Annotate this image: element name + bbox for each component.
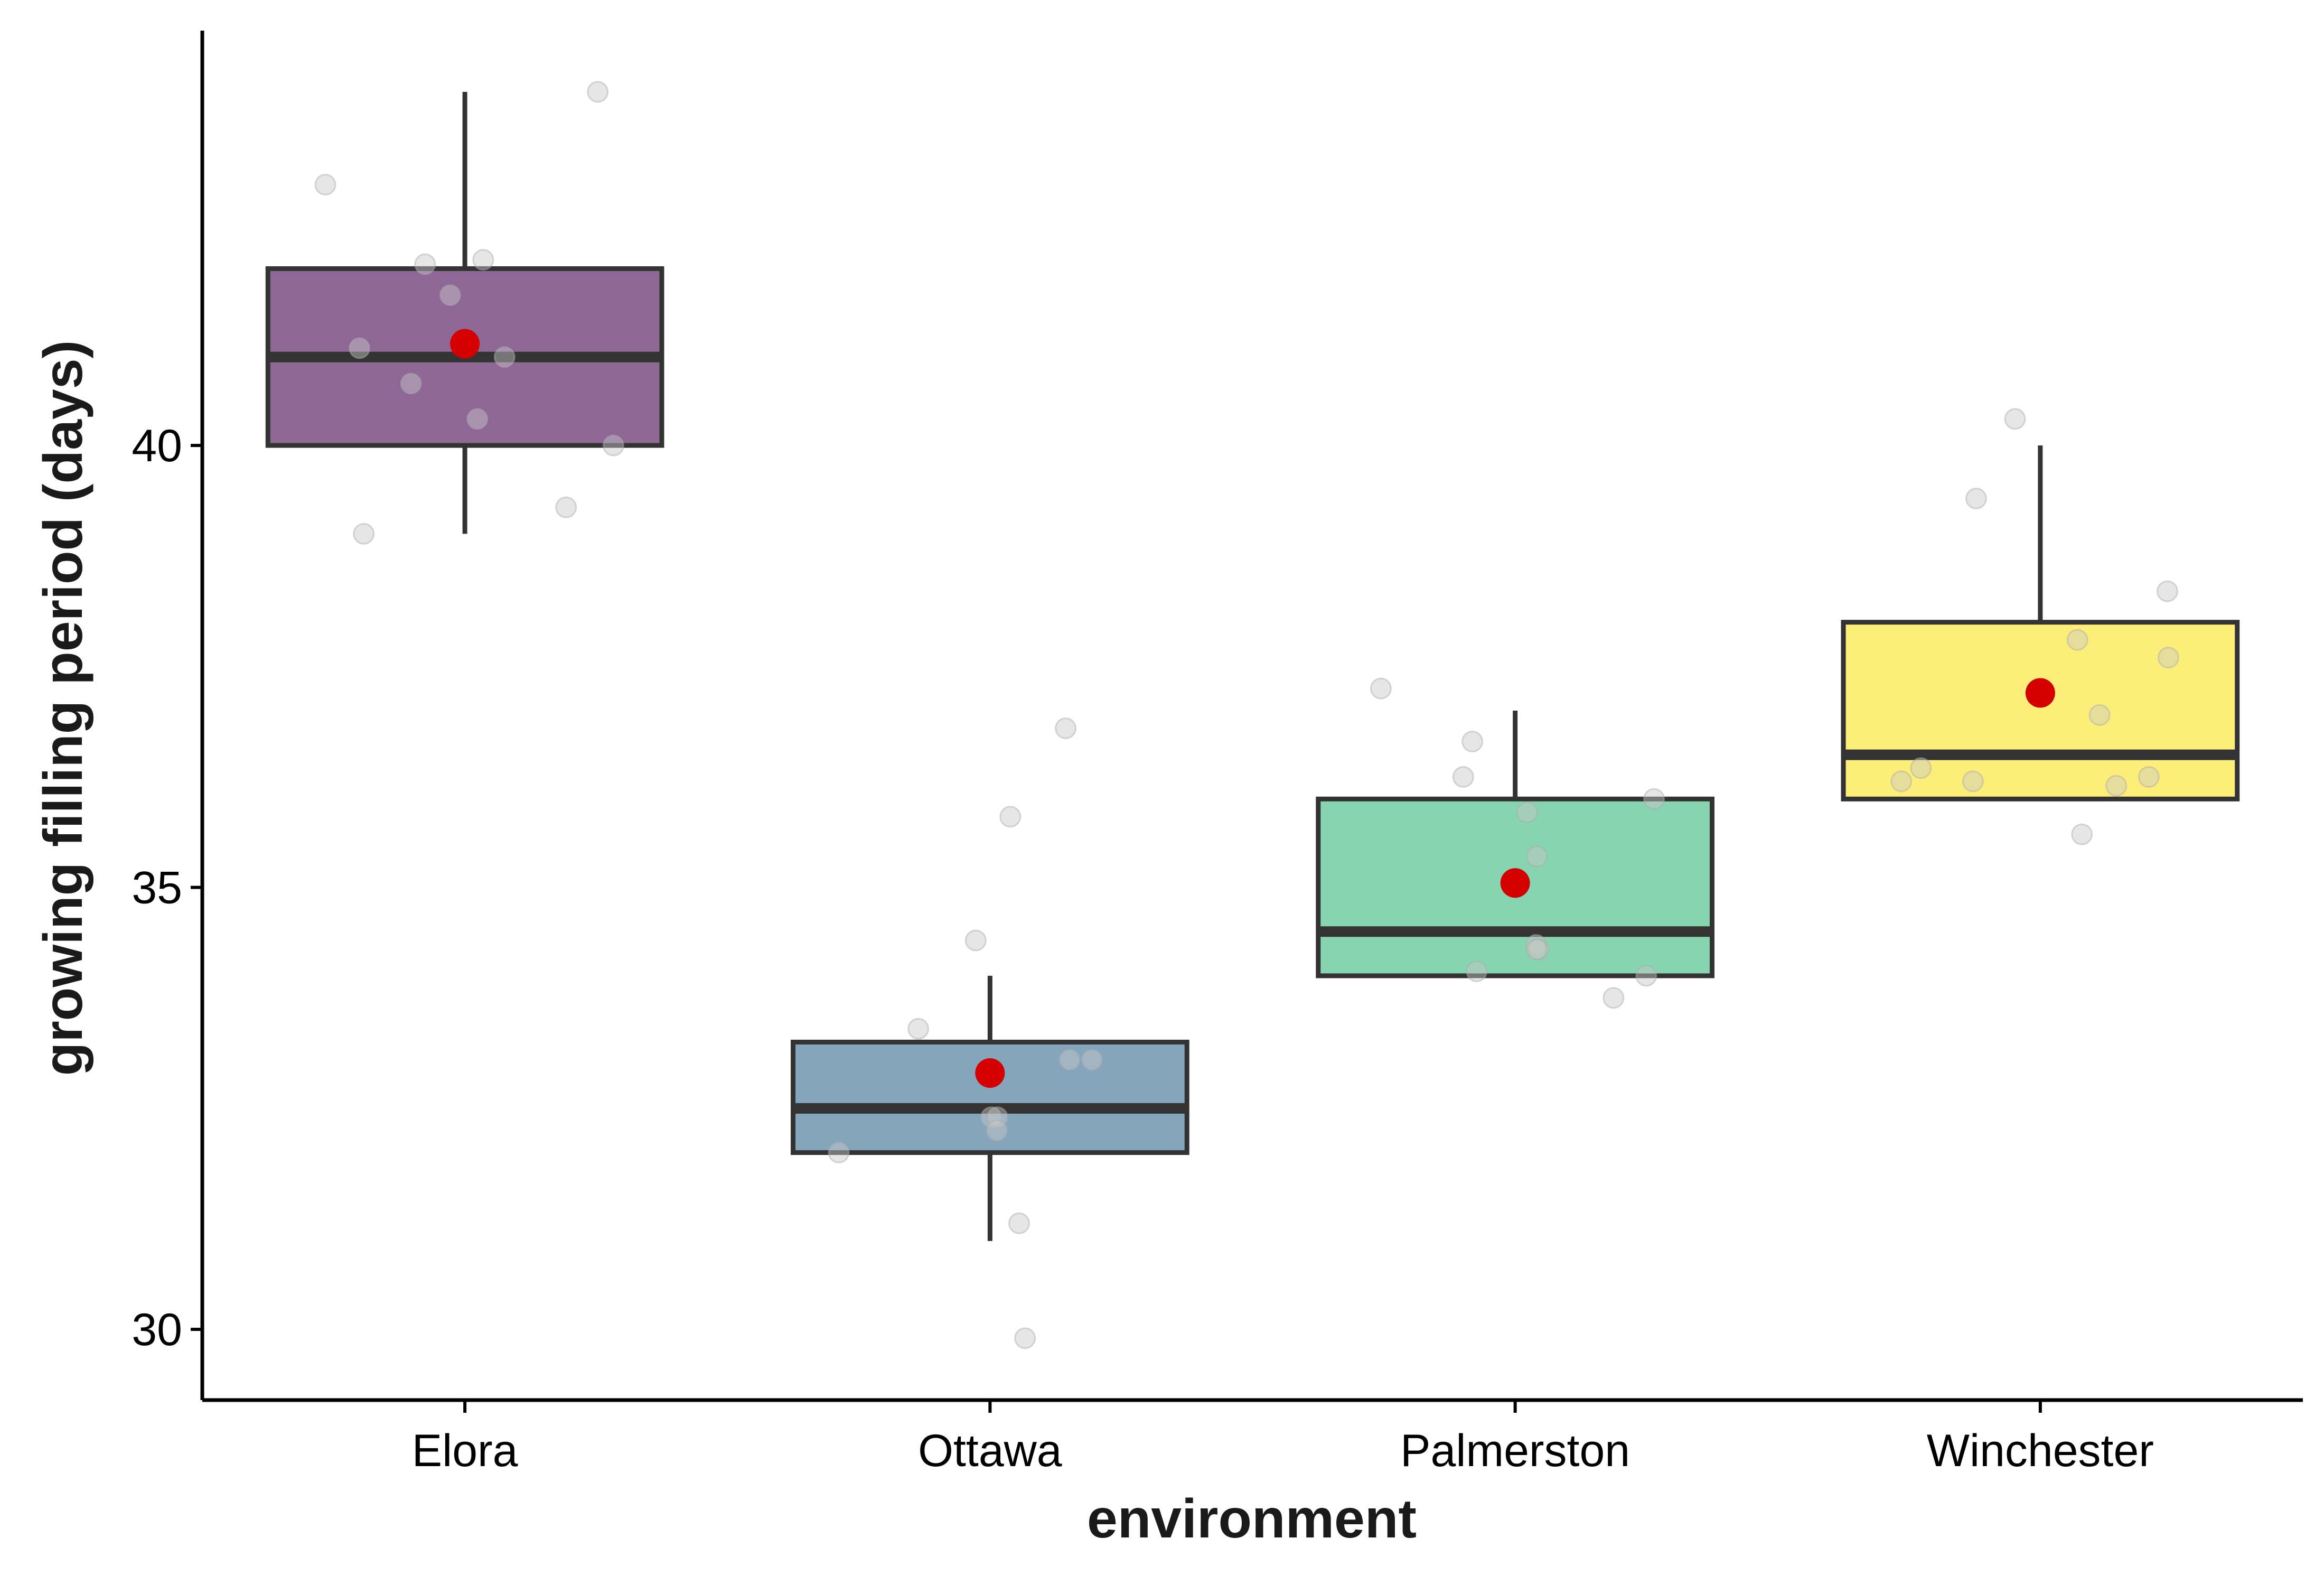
box-group-elora xyxy=(265,91,664,534)
jitter-point xyxy=(1603,987,1625,1009)
jitter-point xyxy=(1055,717,1077,739)
jitter-point xyxy=(1910,757,1932,779)
jitter-point xyxy=(2071,823,2093,845)
box-group-ottawa xyxy=(791,975,1189,1241)
jitter-point xyxy=(349,337,371,359)
x-tick-label: Winchester xyxy=(1927,1425,2154,1476)
jitter-point xyxy=(1965,487,1987,509)
jitter-point xyxy=(1461,731,1484,753)
jitter-point xyxy=(1525,938,1548,961)
jitter-point xyxy=(1452,766,1474,788)
jitter-point xyxy=(314,174,336,196)
jitter-point xyxy=(1370,677,1392,700)
jitter-point xyxy=(1008,1212,1030,1234)
mean-marker xyxy=(1500,868,1530,898)
mean-marker xyxy=(2025,678,2055,708)
x-axis-title: environment xyxy=(1087,1488,1417,1550)
jitter-point xyxy=(980,1106,1002,1129)
jitter-point xyxy=(1643,788,1665,810)
jitter-points-winchester xyxy=(1890,408,2179,845)
y-tick-label: 30 xyxy=(132,1304,182,1355)
y-tick-label: 35 xyxy=(132,863,182,913)
axes: 30 35 40 Elora Ottawa Palmerston Winchester xyxy=(132,31,2303,1476)
mean-marker xyxy=(450,329,480,359)
jitter-point xyxy=(1466,961,1488,983)
x-tick-label: Palmerston xyxy=(1400,1425,1630,1476)
jitter-point xyxy=(2105,775,2128,797)
jitter-point xyxy=(1526,845,1548,868)
jitter-point xyxy=(2156,580,2178,602)
jitter-point xyxy=(1058,1049,1081,1071)
jitter-point xyxy=(1635,965,1657,987)
jitter-point xyxy=(472,249,494,271)
jitter-points-elora xyxy=(314,81,624,545)
jitter-points-ottawa xyxy=(828,717,1103,1349)
x-tick-label: Elora xyxy=(412,1425,518,1476)
jitter-point xyxy=(986,1120,1008,1142)
jitter-point xyxy=(1962,770,1984,792)
plot-area xyxy=(265,81,2240,1349)
jitter-point xyxy=(400,372,422,395)
mean-marker xyxy=(975,1058,1005,1088)
jitter-point xyxy=(1014,1327,1036,1349)
box-iqr xyxy=(1841,620,2240,801)
box-iqr xyxy=(791,1039,1189,1155)
jitter-point xyxy=(2066,629,2088,651)
y-axis-title: growing filling period (days) xyxy=(33,340,94,1076)
x-tick-label: Ottawa xyxy=(918,1425,1062,1476)
jitter-point xyxy=(602,434,624,456)
jitter-point xyxy=(439,284,461,306)
jitter-point xyxy=(1890,770,1913,792)
jitter-points-palmerston xyxy=(1370,677,1665,1009)
jitter-point xyxy=(414,253,436,275)
jitter-point xyxy=(986,1106,1008,1129)
jitter-point xyxy=(2157,647,2179,669)
jitter-point xyxy=(555,496,577,518)
jitter-point xyxy=(1081,1049,1103,1071)
jitter-point xyxy=(2138,766,2160,788)
jitter-point xyxy=(828,1142,850,1164)
jitter-point xyxy=(2088,704,2111,726)
jitter-point xyxy=(353,523,375,545)
jitter-point xyxy=(964,929,987,952)
jitter-point xyxy=(1516,801,1538,823)
jitter-point xyxy=(493,346,516,368)
jitter-point xyxy=(907,1018,930,1040)
jitter-point xyxy=(2004,408,2026,430)
box-group-winchester xyxy=(1841,445,2240,801)
jitter-point xyxy=(1528,938,1550,961)
box-group-palmerston xyxy=(1316,711,1714,978)
jitter-point xyxy=(999,806,1022,828)
y-tick-label: 40 xyxy=(132,421,182,471)
jitter-point xyxy=(466,408,489,430)
jitter-point xyxy=(587,81,609,103)
jitter-point xyxy=(1525,934,1547,956)
